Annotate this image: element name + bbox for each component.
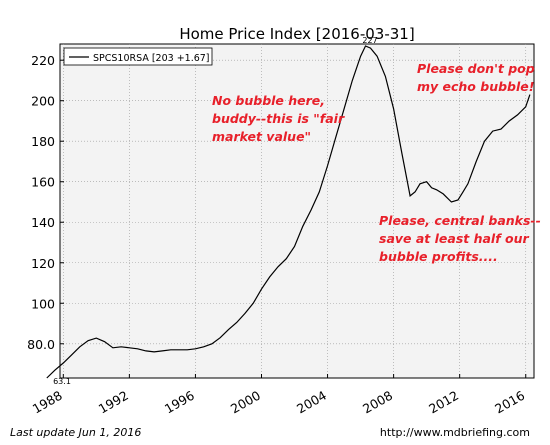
annotation-line: market value": [212, 129, 311, 144]
source-url-text: http://www.mdbriefing.com: [379, 426, 530, 439]
series-line-spcs10rsa: [46, 45, 531, 379]
last-update-text: Last update Jun 1, 2016: [10, 426, 142, 439]
x-tick-label: 2004: [294, 388, 329, 417]
x-tick-label: 2016: [492, 388, 527, 417]
legend: SPCS10RSA [203 +1.67]: [63, 47, 213, 66]
x-tick-label: 1992: [96, 388, 131, 417]
annotation-line: buddy--this is "fair: [212, 111, 345, 126]
annotation-line: Please don't pop: [417, 61, 535, 76]
annotation-1: No bubble here, buddy--this is "fair marke…: [212, 93, 345, 144]
annotations: No bubble here, buddy--this is "fair marke…: [212, 61, 541, 264]
x-tick-label: 2012: [426, 388, 461, 417]
annotation-2: Please don't pop my echo bubble!: [417, 61, 535, 94]
max-label: 227: [362, 36, 377, 45]
annotation-line: bubble profits....: [379, 249, 498, 264]
legend-box: [63, 47, 213, 66]
y-tick-label: 140: [31, 215, 55, 230]
y-tick-label: 160: [31, 175, 55, 190]
annotation-line: Please, central banks--: [379, 213, 541, 228]
legend-label: SPCS10RSA [203 +1.67]: [93, 53, 210, 64]
annotation-line: No bubble here,: [212, 93, 325, 108]
chart-title: Home Price Index [2016-03-31]: [179, 25, 414, 43]
y-tick-label: 220: [31, 53, 55, 68]
annotation-line: save at least half our: [379, 231, 529, 246]
x-tick-label: 1996: [162, 388, 197, 417]
y-tick-label: 120: [31, 256, 55, 271]
x-tick-label: 1988: [30, 388, 65, 417]
y-axis: 80.0 100 120 140 160 180 200 220: [27, 53, 64, 352]
x-tick-label: 2008: [360, 388, 395, 417]
y-tick-label: 100: [31, 296, 55, 311]
annotation-line: my echo bubble!: [417, 79, 534, 94]
x-axis: 1988 1992 1996 2000 2004 2008 2012 2016: [30, 374, 527, 417]
x-tick-label: 2000: [228, 388, 263, 417]
min-label: 63.1: [53, 377, 71, 386]
y-tick-label: 80.0: [27, 337, 55, 352]
plot-background: [59, 43, 535, 379]
annotation-3: Please, central banks-- save at least hal…: [379, 213, 541, 264]
y-tick-label: 200: [31, 94, 55, 109]
y-tick-label: 180: [31, 134, 55, 149]
